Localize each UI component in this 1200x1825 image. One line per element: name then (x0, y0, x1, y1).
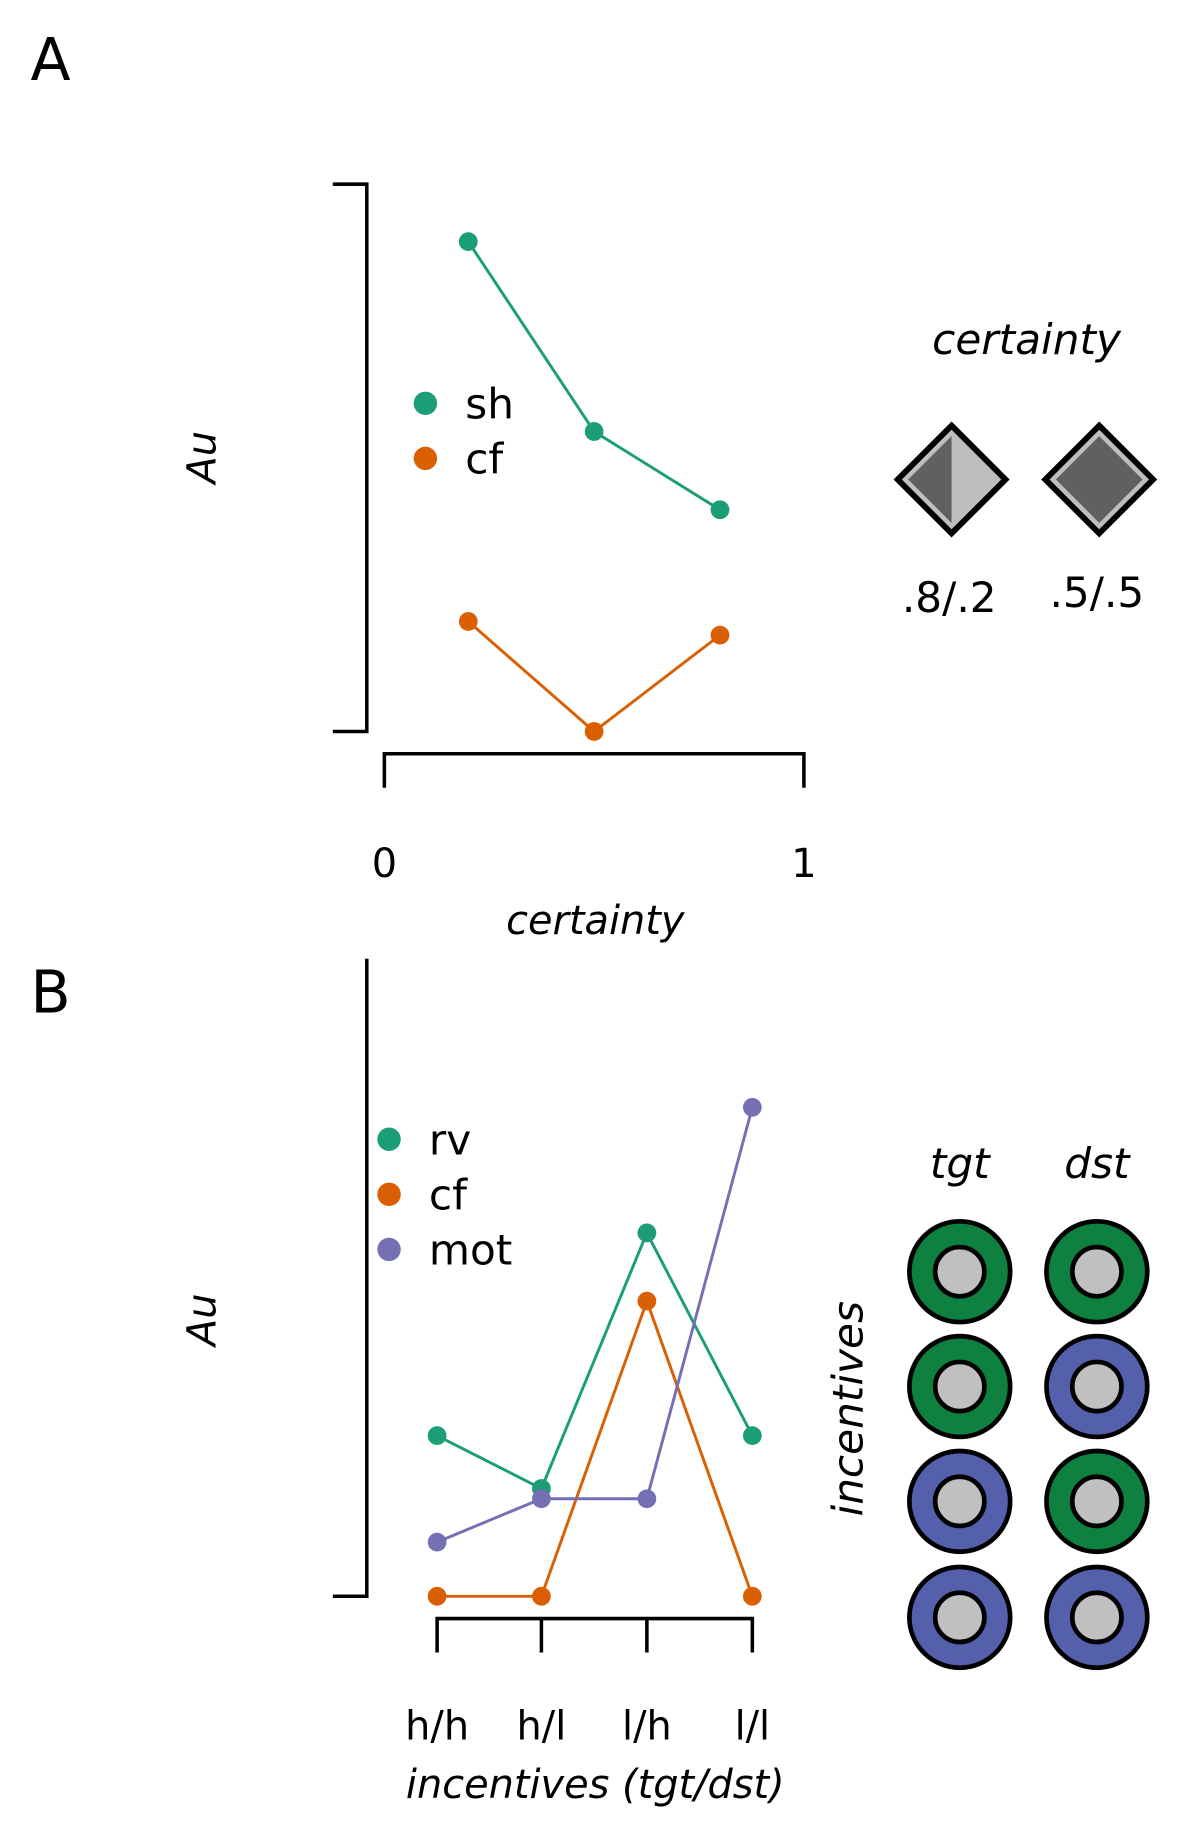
data-point-mot (427, 1532, 447, 1552)
legend-marker-mot (377, 1237, 401, 1262)
key-label: .5/.5 (1050, 568, 1145, 617)
legend-label-cf: cf (465, 435, 504, 484)
x-tick-label: 0 (372, 841, 397, 887)
data-point-rv (742, 1426, 762, 1446)
legend-marker-cf (377, 1182, 401, 1207)
data-point-rv (637, 1223, 657, 1243)
panel-a-label: A (30, 26, 70, 94)
data-point-cf (637, 1291, 657, 1311)
data-point-sh (584, 422, 604, 441)
x-tick-label: h/l (517, 1703, 567, 1749)
x-axis-title: certainty (506, 898, 686, 944)
data-point-mot (742, 1097, 762, 1117)
panel-b-label: B (30, 959, 70, 1027)
legend-label-sh: sh (465, 380, 514, 429)
incentive-center (932, 1359, 987, 1414)
incentive-center (932, 1244, 987, 1299)
series-line-cf (467, 620, 721, 734)
data-point-cf (532, 1586, 551, 1606)
x-tick-label: l/h (622, 1703, 672, 1749)
data-point-cf (458, 612, 478, 631)
legend-label-rv: rv (429, 1115, 471, 1164)
series-line-sh (467, 240, 721, 512)
data-point-mot (532, 1489, 551, 1509)
x-tick-label: h/h (405, 1703, 469, 1749)
incentive-center (932, 1590, 987, 1645)
data-point-rv (427, 1426, 447, 1446)
legend-label-mot: mot (429, 1226, 512, 1275)
incentive-center (1069, 1590, 1124, 1645)
data-point-cf (427, 1586, 447, 1606)
y-axis (332, 182, 369, 734)
panel-a-chart: 0 1 certainty Au sh cf certainty .8/.2 .5/.5 (180, 182, 1158, 944)
data-point-mot (637, 1489, 657, 1509)
legend-marker-sh (413, 391, 438, 416)
panel-b-chart: h/h h/l l/h l/l incentives (tgt/dst) Au rv cf mo… (180, 958, 1150, 1808)
series-line-rv (436, 1229, 754, 1491)
data-point-cf (584, 722, 604, 741)
legend-marker-rv (377, 1127, 401, 1151)
key-column-dst: dst (1064, 1139, 1131, 1188)
incentive-center (1069, 1359, 1124, 1414)
y-axis (332, 958, 369, 1599)
diamond-dark-half (908, 436, 952, 523)
data-point-sh (710, 500, 730, 520)
series-line-cf (437, 1296, 754, 1598)
legend-label-cf: cf (429, 1171, 468, 1220)
key-title: incentives (823, 1301, 872, 1516)
legend-marker-cf (413, 446, 438, 471)
x-tick-label: l/l (735, 1703, 771, 1749)
data-point-cf (710, 625, 730, 645)
y-axis-title: Au (180, 431, 226, 487)
incentive-center (932, 1474, 987, 1529)
x-axis (382, 751, 806, 788)
y-axis-title: Au (180, 1293, 226, 1349)
key-title: certainty (932, 315, 1122, 364)
data-point-cf (742, 1586, 762, 1606)
series-line-mot (436, 1106, 754, 1544)
x-tick-label: 1 (791, 841, 816, 887)
diamond-fill (1055, 436, 1143, 523)
incentive-center (1069, 1244, 1124, 1299)
x-axis (435, 1616, 755, 1653)
key-label: .8/.2 (902, 573, 997, 622)
x-axis-title: incentives (tgt/dst) (406, 1762, 785, 1808)
incentive-center (1069, 1474, 1124, 1529)
data-point-sh (458, 232, 478, 252)
key-column-tgt: tgt (930, 1139, 991, 1188)
